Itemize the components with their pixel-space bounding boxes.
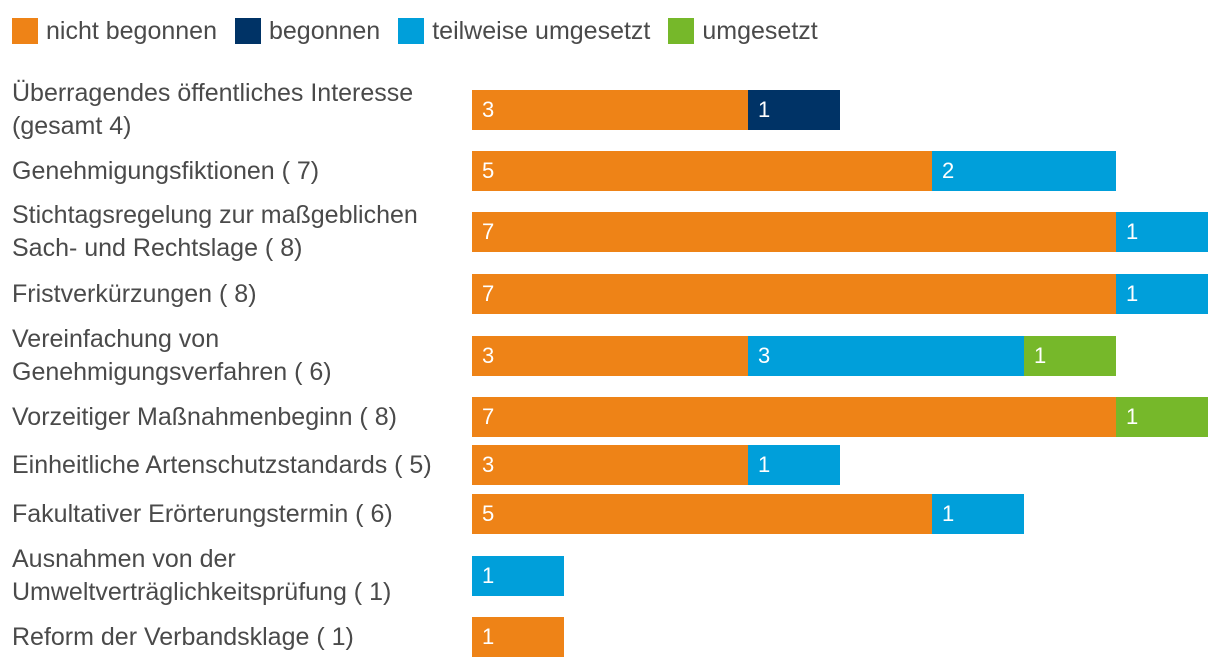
legend-item-begonnen: begonnen — [234, 16, 381, 46]
legend-item-nicht-begonnen: nicht begonnen — [12, 17, 217, 46]
category-label: Ausnahmen von der Umweltverträglichkeitsp… — [12, 543, 462, 609]
bar-value-label: 1 — [1126, 281, 1139, 306]
bar-value-label: 3 — [482, 97, 495, 122]
category-label: Reform der Verbandsklage ( 1) — [12, 621, 462, 654]
bar-value-label: 5 — [482, 158, 495, 183]
legend-label: begonnen — [268, 16, 381, 45]
legend-label: nicht begonnen — [46, 16, 217, 45]
bar-value-label: 2 — [942, 158, 955, 183]
legend-item-umgesetzt: umgesetzt — [668, 16, 818, 46]
bar-segment-teilweise-umgesetzt — [1116, 274, 1208, 314]
category-label: Vereinfachung von Genehmigungsverfahren (… — [12, 323, 462, 389]
bar-value-label: 3 — [482, 343, 495, 368]
bar-value-label: 1 — [1034, 343, 1047, 368]
bar-segment-nicht-begonnen — [472, 617, 564, 657]
category-label-line: Ausnahmen von der — [12, 545, 236, 573]
category-label: Einheitliche Artenschutzstandards ( 5) — [12, 449, 462, 482]
category-label-line: Sach- und Rechtslage ( 8) — [12, 234, 303, 262]
category-label-line: Stichtagsregelung zur maßgeblichen — [12, 201, 418, 229]
legend-swatch-begonnen — [234, 18, 261, 44]
category-label: Genehmigungsfiktionen ( 7) — [12, 155, 462, 188]
category-label-line: Fakultativer Erörterungstermin ( 6) — [12, 499, 393, 528]
bar-value-label: 1 — [758, 97, 771, 122]
bar-segment-teilweise-umgesetzt — [1116, 212, 1208, 252]
bar-segment-nicht-begonnen — [472, 151, 932, 191]
bar-value-label: 7 — [482, 404, 495, 429]
bar-segment-teilweise-umgesetzt — [748, 445, 840, 485]
bar-value-label: 1 — [942, 501, 955, 526]
bar-segment-nicht-begonnen — [472, 494, 932, 534]
bar-value-label: 3 — [482, 452, 495, 477]
legend-label: umgesetzt — [702, 16, 818, 45]
bar-segment-teilweise-umgesetzt — [472, 556, 564, 596]
category-label-line: (gesamt 4) — [12, 112, 132, 140]
bar-segment-teilweise-umgesetzt — [932, 151, 1116, 191]
category-label-line: Überragendes öffentliches Interesse — [12, 79, 414, 107]
bar-segment-teilweise-umgesetzt — [748, 336, 1024, 376]
bar-value-label: 5 — [482, 501, 495, 526]
bar-segment-nicht-begonnen — [472, 445, 748, 485]
bar-segment-umgesetzt — [1024, 336, 1116, 376]
bar-segment-nicht-begonnen — [472, 397, 1116, 437]
bar-value-label: 1 — [482, 624, 495, 649]
category-label-line: Vereinfachung von — [12, 325, 220, 353]
bar-segment-begonnen — [748, 90, 840, 130]
category-label-line: Fristverkürzungen ( 8) — [12, 279, 257, 308]
bar-segment-umgesetzt — [1116, 397, 1208, 437]
legend-item-teilweise-umgesetzt: teilweise umgesetzt — [398, 17, 650, 46]
bar-segment-nicht-begonnen — [472, 212, 1116, 252]
bar-segment-nicht-begonnen — [472, 90, 748, 130]
bar-value-label: 7 — [482, 281, 495, 306]
bar-value-label: 3 — [758, 343, 771, 368]
category-label-line: Vorzeitiger Maßnahmenbeginn ( 8) — [12, 402, 397, 431]
category-label: Fristverkürzungen ( 8) — [12, 278, 462, 311]
category-label: Fakultativer Erörterungstermin ( 6) — [12, 498, 462, 531]
bar-segment-nicht-begonnen — [472, 336, 748, 376]
category-label: Stichtagsregelung zur maßgeblichen Sach- … — [12, 199, 462, 265]
category-label: Vorzeitiger Maßnahmenbeginn ( 8) — [12, 401, 462, 434]
chart-legend: nicht begonnen begonnen teilweise umgesetz… — [12, 14, 836, 48]
category-label: Überragendes öffentliches Interesse (gesa… — [12, 77, 462, 143]
legend-swatch-nicht-begonnen — [12, 18, 38, 44]
legend-swatch-teilweise-umgesetzt — [398, 18, 425, 44]
legend-label: teilweise umgesetzt — [432, 16, 651, 45]
bar-value-label: 1 — [1126, 219, 1139, 244]
category-label-line: Reform der Verbandsklage ( 1) — [12, 622, 354, 651]
bar-value-label: 1 — [1126, 404, 1139, 429]
bar-segment-teilweise-umgesetzt — [932, 494, 1024, 534]
bar-segment-nicht-begonnen — [472, 274, 1116, 314]
legend-swatch-umgesetzt — [668, 18, 695, 44]
category-label-line: Genehmigungsfiktionen ( 7) — [12, 156, 320, 185]
category-label-line: Genehmigungsverfahren ( 6) — [12, 358, 332, 386]
bar-value-label: 7 — [482, 219, 495, 244]
category-label-line: Einheitliche Artenschutzstandards ( 5) — [12, 450, 432, 479]
bar-value-label: 1 — [482, 563, 495, 588]
category-label-line: Umweltverträglichkeitsprüfung ( 1) — [12, 578, 392, 606]
bar-value-label: 1 — [758, 452, 771, 477]
